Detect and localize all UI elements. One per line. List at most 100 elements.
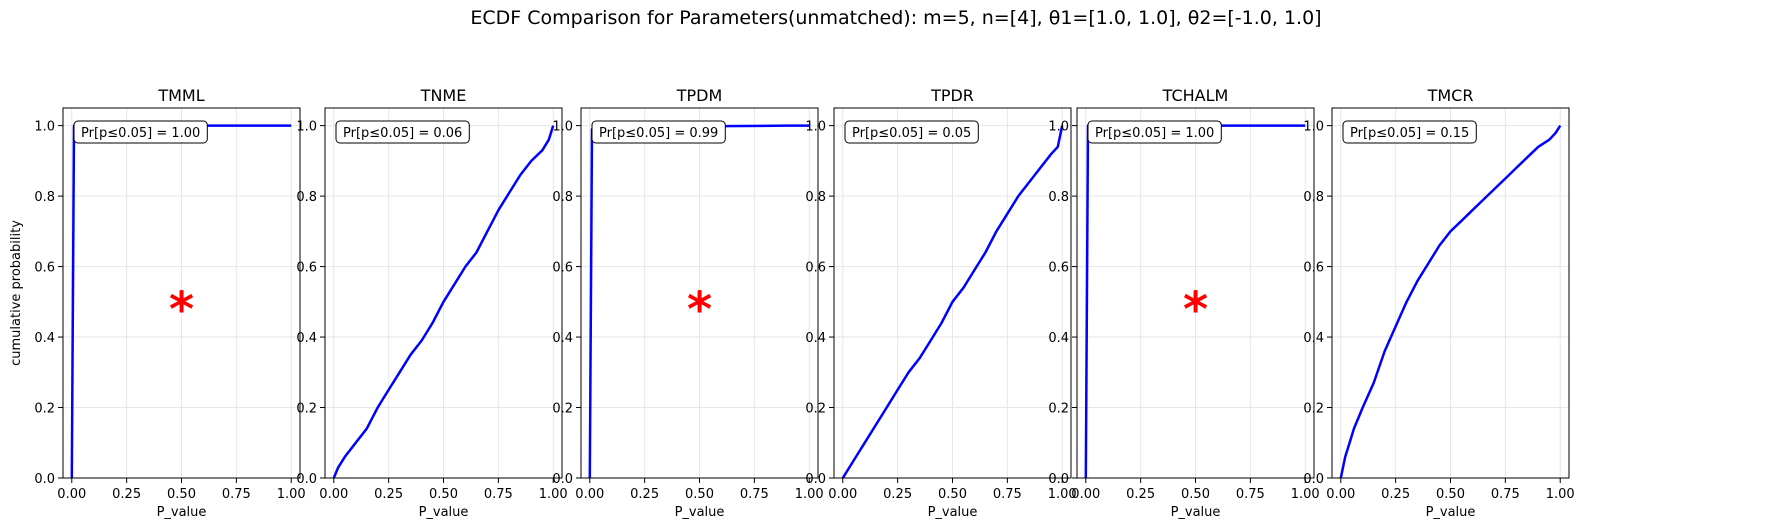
y-tick-label: 0.0 [552, 472, 573, 487]
annotation-box: Pr[p≤0.05] = 0.06 [335, 120, 470, 144]
annotation-box: Pr[p≤0.05] = 1.00 [73, 120, 208, 144]
y-tick-label: 0.6 [1048, 261, 1069, 276]
x-tick-label: 0.75 [993, 487, 1022, 502]
annotation-text: Pr[p≤0.05] = 0.06 [343, 126, 462, 141]
y-tick-label: 0.6 [34, 261, 55, 276]
y-axis-label: cumulative probability [9, 220, 24, 366]
figure-suptitle: ECDF Comparison for Parameters(unmatched… [470, 7, 1321, 29]
annotation-box: Pr[p≤0.05] = 1.00 [1087, 120, 1222, 144]
x-tick-label: 0.50 [1436, 487, 1465, 502]
y-tick-label: 0.2 [1048, 402, 1069, 417]
subplot-tnme: 0.00 0.25 0.50 0.75 1.00 0.0 0.2 0.4 0.6 0.8 1.0 TN… [296, 86, 567, 520]
x-tick-label: 0.50 [167, 487, 196, 502]
y-tick-label: 0.2 [805, 402, 826, 417]
y-tick-label: 0.0 [805, 472, 826, 487]
x-tick-label: 1.00 [1546, 487, 1575, 502]
y-tick-label: 0.4 [805, 331, 826, 346]
subplot-title: TMCR [1427, 86, 1474, 105]
y-tick-label: 1.0 [552, 120, 573, 135]
x-tick-label: 0.00 [57, 487, 86, 502]
x-tick-label: 1.00 [1291, 487, 1320, 502]
x-tick-label: 0.50 [429, 487, 458, 502]
annotation-frame [844, 120, 979, 144]
y-tick-label: 0.6 [296, 261, 317, 276]
x-tick-label: 1.00 [277, 487, 306, 502]
red-star-marker: * [1183, 282, 1208, 338]
annotation-box: Pr[p≤0.05] = 0.99 [591, 120, 726, 144]
annotation-frame [73, 120, 208, 144]
y-tick-label: 0.2 [1303, 402, 1324, 417]
subplot-title: TMML [157, 86, 204, 105]
x-tick-label: 0.25 [883, 487, 912, 502]
x-tick-label: 0.00 [319, 487, 348, 502]
x-tick-label: 0.25 [112, 487, 141, 502]
annotation-text: Pr[p≤0.05] = 0.05 [852, 126, 971, 141]
annotation-text: Pr[p≤0.05] = 0.15 [1350, 126, 1469, 141]
y-tick-label: 1.0 [34, 120, 55, 135]
y-tick-label: 0.4 [1048, 331, 1069, 346]
ecdf-line [332, 125, 555, 479]
x-tick-label: 0.25 [630, 487, 659, 502]
y-tick-label: 0.4 [1303, 331, 1324, 346]
ecdf-line [1339, 124, 1562, 479]
x-tick-label: 1.00 [539, 487, 568, 502]
annotation-frame [1087, 120, 1222, 144]
y-tick-label: 0.8 [1303, 190, 1324, 205]
subplot-title: TCHALM [1162, 86, 1229, 105]
subplot-tpdr: 0.00 0.25 0.50 0.75 1.000.00.20.40.60.81.0TP… [805, 86, 1076, 520]
subplot-title: TPDM [676, 86, 723, 105]
x-axis-label: P_value [419, 505, 469, 520]
ecdf-line [841, 125, 1064, 479]
x-tick-label: 0.50 [685, 487, 714, 502]
annotation-text: Pr[p≤0.05] = 1.00 [81, 126, 200, 141]
annotation-text: Pr[p≤0.05] = 0.99 [599, 126, 718, 141]
x-tick-label: 0.25 [1126, 487, 1155, 502]
annotation-box: Pr[p≤0.05] = 0.15 [1342, 120, 1477, 144]
x-tick-label: 0.50 [938, 487, 967, 502]
x-tick-label: 0.75 [222, 487, 251, 502]
red-star-marker: * [169, 282, 194, 338]
y-tick-label: 0.8 [34, 190, 55, 205]
y-tick-label: 1.0 [805, 120, 826, 135]
subplot-title: TNME [420, 86, 467, 105]
y-tick-label: 0.2 [296, 402, 317, 417]
y-tick-label: 0.0 [34, 472, 55, 487]
x-axis-label: P_value [675, 505, 725, 520]
x-tick-label: 0.00 [1071, 487, 1100, 502]
y-tick-label: 0.8 [552, 190, 573, 205]
x-axis-label: P_value [157, 505, 207, 520]
x-tick-label: 0.00 [1326, 487, 1355, 502]
y-tick-label: 0.0 [296, 472, 317, 487]
x-tick-label: 1.00 [1048, 487, 1077, 502]
y-tick-label: 0.2 [552, 402, 573, 417]
x-tick-label: 0.25 [1381, 487, 1410, 502]
y-tick-label: 0.6 [805, 261, 826, 276]
y-tick-label: 0.8 [1048, 190, 1069, 205]
y-tick-label: 1.0 [1048, 120, 1069, 135]
annotation-text: Pr[p≤0.05] = 1.00 [1095, 126, 1214, 141]
y-tick-label: 1.0 [296, 120, 317, 135]
y-tick-label: 0.2 [34, 402, 55, 417]
x-tick-label: 0.75 [484, 487, 513, 502]
y-tick-label: 0.6 [552, 261, 573, 276]
subplot-tpdm: 0.00 0.25 0.50 0.75 1.000.00.20.40.60.81.0TP… [552, 86, 823, 520]
x-tick-label: 0.75 [740, 487, 769, 502]
annotation-frame [591, 120, 726, 144]
x-tick-label: 0.00 [828, 487, 857, 502]
red-star-marker: * [687, 282, 712, 338]
subplot-panels: 0.00 0.25 0.50 0.75 1.000.00.20.40.60.81.0TM… [9, 86, 1575, 520]
x-tick-label: 1.00 [795, 487, 824, 502]
y-tick-label: 0.0 [1303, 472, 1324, 487]
x-tick-label: 0.50 [1181, 487, 1210, 502]
y-tick-label: 1.0 [1303, 120, 1324, 135]
y-tick-label: 0.0 [1048, 472, 1069, 487]
subplot-tmml: 0.00 0.25 0.50 0.75 1.00 0.0 0.2 0.4 0.6 0.8 1.0 TM… [9, 86, 306, 520]
y-tick-label: 0.8 [296, 190, 317, 205]
annotation-frame [1342, 120, 1477, 144]
y-tick-label: 0.4 [34, 331, 55, 346]
y-tick-label: 0.6 [1303, 261, 1324, 276]
x-tick-label: 0.00 [575, 487, 604, 502]
x-axis-label: P_value [1171, 505, 1221, 520]
x-tick-label: 0.75 [1491, 487, 1520, 502]
